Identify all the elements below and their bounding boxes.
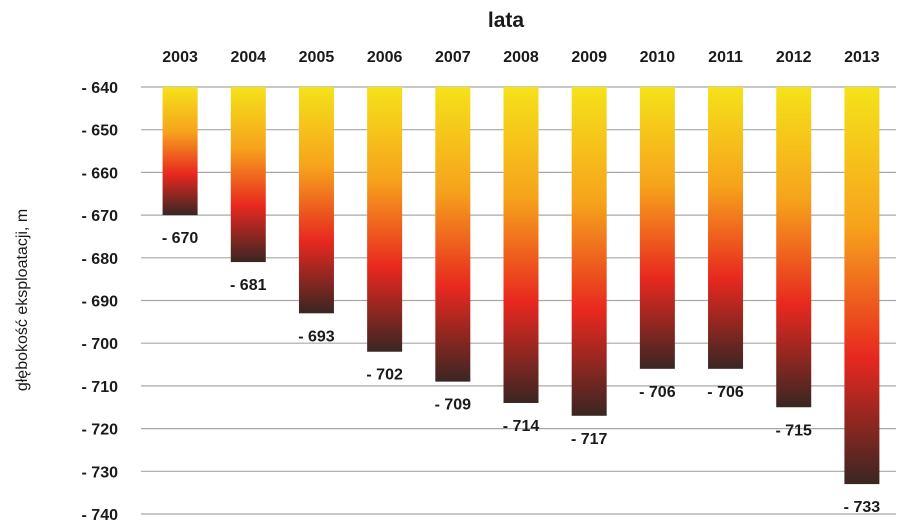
data-label: - 709 [435, 397, 472, 414]
data-label: - 715 [775, 422, 812, 439]
bar [435, 87, 471, 382]
y-axis-title: głębokość eksploatacji, m [14, 209, 31, 391]
x-tick-label: 2003 [162, 49, 198, 66]
y-tick-label: - 700 [82, 336, 119, 353]
x-tick-label: 2005 [299, 49, 335, 66]
bar [298, 87, 334, 314]
y-tick-label: - 670 [82, 208, 119, 225]
x-tick-label: 2007 [435, 49, 471, 66]
data-labels: - 670 - 681 - 693 - 702 - 709 - 714 - 717 - 706… [162, 230, 880, 516]
data-label: - 733 [844, 499, 881, 516]
x-tick-labels: 2003 2004 2005 2006 2007 2008 2009 2010 2011 2012… [162, 49, 880, 66]
y-tick-label: - 730 [82, 464, 119, 481]
data-label: - 670 [162, 230, 199, 247]
bar [162, 87, 198, 216]
bar [708, 87, 744, 369]
y-tick-label: - 650 [82, 123, 119, 140]
y-tick-labels: - 640 - 650 - 660 - 670 - 680 - 690 - 700 - 710… [82, 80, 119, 520]
data-label: - 706 [639, 384, 676, 401]
y-tick-label: - 660 [82, 165, 119, 182]
x-tick-label: 2008 [503, 49, 539, 66]
y-tick-label: - 690 [82, 294, 119, 311]
x-tick-label: 2009 [571, 49, 607, 66]
x-tick-label: 2010 [640, 49, 676, 66]
bar [844, 87, 880, 485]
bar [776, 87, 812, 408]
bar [367, 87, 403, 352]
y-tick-label: - 720 [82, 422, 119, 439]
y-tick-label: - 680 [82, 251, 119, 268]
x-tick-label: 2006 [367, 49, 403, 66]
data-label: - 681 [230, 277, 267, 294]
x-tick-label: 2004 [230, 49, 266, 66]
x-axis-title: lata [488, 9, 525, 32]
bar [639, 87, 675, 369]
y-tick-label: - 640 [82, 80, 119, 97]
data-label: - 717 [571, 431, 608, 448]
data-label: - 714 [503, 418, 540, 435]
y-tick-label: - 740 [82, 507, 119, 520]
data-label: - 702 [366, 367, 403, 384]
data-label: - 706 [707, 384, 744, 401]
x-tick-label: 2013 [844, 49, 880, 66]
bar [503, 87, 539, 403]
x-tick-label: 2012 [776, 49, 812, 66]
bar [230, 87, 266, 263]
y-tick-label: - 710 [82, 379, 119, 396]
bars-layer [162, 87, 880, 485]
data-label: - 693 [298, 328, 335, 345]
x-tick-label: 2011 [708, 49, 743, 66]
bar [571, 87, 607, 416]
